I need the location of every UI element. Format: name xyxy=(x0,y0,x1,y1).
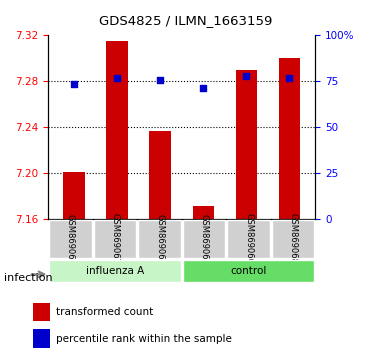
Text: influenza A: influenza A xyxy=(86,266,144,276)
FancyBboxPatch shape xyxy=(272,220,315,258)
Text: GSM869064: GSM869064 xyxy=(200,213,209,264)
FancyBboxPatch shape xyxy=(49,260,181,282)
Bar xyxy=(63,172,85,219)
FancyBboxPatch shape xyxy=(93,220,137,258)
Point xyxy=(157,78,163,83)
Text: GSM869069: GSM869069 xyxy=(155,213,164,264)
Bar xyxy=(236,70,257,219)
FancyBboxPatch shape xyxy=(183,260,315,282)
Text: GSM869068: GSM869068 xyxy=(289,213,298,264)
Point xyxy=(286,75,292,81)
Bar xyxy=(279,58,300,219)
Point xyxy=(243,73,249,79)
Text: infection: infection xyxy=(4,273,52,283)
Bar xyxy=(193,206,214,219)
Text: GDS4825 / ILMN_1663159: GDS4825 / ILMN_1663159 xyxy=(99,14,272,27)
FancyBboxPatch shape xyxy=(138,220,181,258)
Bar xyxy=(33,329,50,348)
Text: GSM869066: GSM869066 xyxy=(244,213,253,264)
Text: transformed count: transformed count xyxy=(56,307,154,317)
Point xyxy=(200,86,206,91)
Text: control: control xyxy=(230,266,267,276)
FancyBboxPatch shape xyxy=(49,220,92,258)
Text: percentile rank within the sample: percentile rank within the sample xyxy=(56,334,232,344)
Bar xyxy=(106,41,128,219)
Point xyxy=(71,81,77,87)
Bar xyxy=(33,303,50,321)
Point xyxy=(114,75,120,81)
FancyBboxPatch shape xyxy=(227,220,270,258)
Text: GSM869065: GSM869065 xyxy=(66,213,75,264)
Text: GSM869067: GSM869067 xyxy=(111,213,119,264)
Bar xyxy=(150,131,171,219)
FancyBboxPatch shape xyxy=(183,220,226,258)
